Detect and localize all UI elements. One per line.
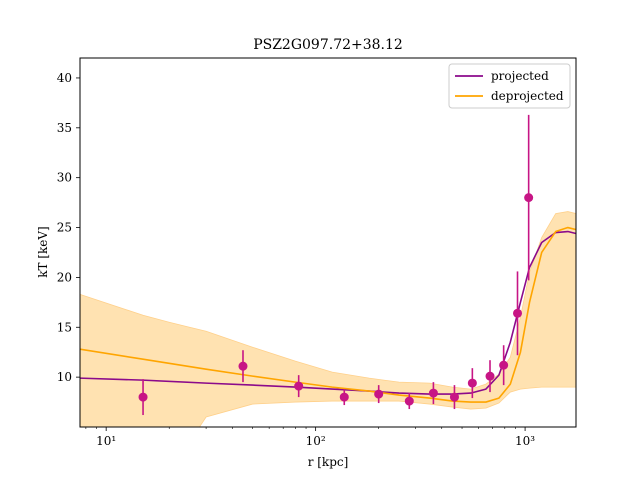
y-tick-label: 30	[57, 171, 72, 185]
legend: projected deprojected	[448, 63, 571, 109]
chart-title: PSZ2G097.72+38.12	[253, 37, 403, 53]
data-point	[449, 392, 459, 402]
plot-frame	[79, 57, 577, 428]
y-axis-label: kT [keV]	[36, 226, 50, 278]
data-point	[238, 361, 248, 371]
data-point	[467, 378, 477, 388]
data-point	[499, 360, 509, 370]
plot-area	[80, 114, 576, 427]
y-tick-label: 25	[57, 221, 72, 235]
y-tick-label: 35	[57, 121, 72, 135]
y-tick-label: 10	[57, 370, 72, 384]
axes: 10¹ 10² 10³ 10 15 20 25 30 35 40	[57, 57, 577, 448]
x-tick-label: 10²	[306, 434, 326, 448]
y-tick-label: 15	[57, 320, 72, 334]
y-tick-label: 20	[57, 270, 72, 284]
series-line-deprojected	[80, 226, 576, 403]
data-point	[404, 396, 414, 406]
legend-label-deprojected: deprojected	[491, 89, 564, 103]
data-point	[524, 193, 534, 203]
data-point	[428, 388, 438, 398]
uncertainty-band	[80, 211, 576, 427]
data-point	[294, 381, 304, 391]
data-point	[374, 389, 384, 399]
plot-clip-group	[80, 114, 576, 427]
series-line-projected	[80, 230, 576, 395]
y-tick-label: 40	[57, 71, 72, 85]
legend-box	[448, 63, 571, 109]
x-tick-label: 10³	[515, 434, 535, 448]
x-tick-label: 10¹	[96, 434, 116, 448]
legend-label-projected: projected	[491, 69, 549, 83]
data-point	[485, 371, 495, 381]
data-point	[513, 308, 523, 318]
x-axis-label: r [kpc]	[308, 455, 349, 469]
data-point	[339, 392, 349, 402]
data-point	[138, 392, 148, 402]
